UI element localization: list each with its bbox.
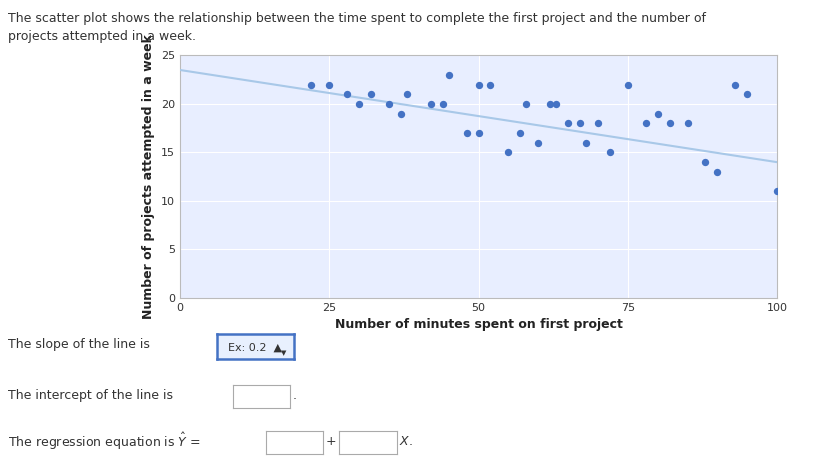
Point xyxy=(604,149,617,156)
Point xyxy=(651,110,664,117)
Point xyxy=(729,81,742,88)
Point xyxy=(663,120,676,127)
Point xyxy=(579,139,592,146)
Y-axis label: Number of projects attempted in a week: Number of projects attempted in a week xyxy=(142,34,155,319)
Point xyxy=(514,129,527,137)
Point xyxy=(472,129,485,137)
Point xyxy=(699,158,712,166)
Point xyxy=(573,120,587,127)
Point xyxy=(436,100,449,108)
Text: projects attempted in a week.: projects attempted in a week. xyxy=(8,30,196,43)
Point xyxy=(340,91,353,98)
Point xyxy=(501,149,515,156)
Point xyxy=(472,81,485,88)
Point xyxy=(532,139,545,146)
Point xyxy=(365,91,378,98)
X-axis label: Number of minutes spent on first project: Number of minutes spent on first project xyxy=(335,318,622,331)
Point xyxy=(681,120,694,127)
Point xyxy=(400,91,413,98)
Point xyxy=(322,81,336,88)
Point xyxy=(740,91,753,98)
Text: ▼: ▼ xyxy=(281,351,285,357)
Text: The regression equation is $\hat{Y}$ =: The regression equation is $\hat{Y}$ = xyxy=(8,431,201,452)
Point xyxy=(591,120,605,127)
Text: .: . xyxy=(293,389,297,401)
Point xyxy=(771,188,784,195)
Text: The scatter plot shows the relationship between the time spent to complete the f: The scatter plot shows the relationship … xyxy=(8,12,706,24)
Point xyxy=(544,100,557,108)
Point xyxy=(519,100,533,108)
Point xyxy=(442,71,455,79)
Point xyxy=(711,168,724,176)
Point xyxy=(305,81,318,88)
Point xyxy=(460,129,473,137)
Point xyxy=(561,120,574,127)
Text: The slope of the line is: The slope of the line is xyxy=(8,338,154,351)
Point xyxy=(353,100,366,108)
Text: $X$.: $X$. xyxy=(399,435,413,448)
Text: Ex: 0.2  ▲: Ex: 0.2 ▲ xyxy=(228,342,282,353)
Point xyxy=(394,110,407,117)
Text: +: + xyxy=(326,435,336,448)
Point xyxy=(639,120,652,127)
Point xyxy=(382,100,395,108)
Text: The intercept of the line is: The intercept of the line is xyxy=(8,389,178,401)
Point xyxy=(425,100,438,108)
Point xyxy=(550,100,563,108)
Point xyxy=(622,81,635,88)
Point xyxy=(484,81,497,88)
